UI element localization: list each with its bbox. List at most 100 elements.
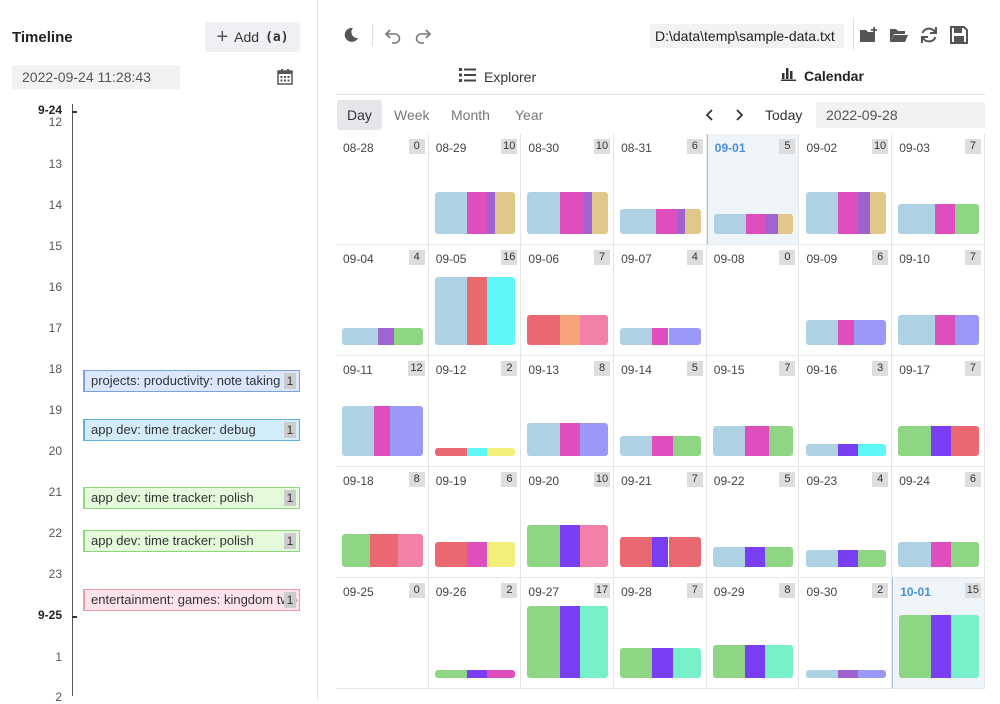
add-button[interactable]: + Add (a) [205, 22, 300, 52]
activity-segment [898, 315, 935, 345]
datetime-input[interactable]: 2022-09-24 11:28:43 [12, 65, 180, 89]
calendar-day-cell[interactable]: 09-29 8 [706, 578, 800, 689]
activity-segment [466, 542, 488, 567]
activity-segment [898, 426, 931, 456]
open-folder-icon[interactable] [888, 24, 910, 46]
day-label: 08-30 [528, 141, 560, 155]
day-label: 09-17 [899, 363, 930, 377]
calendar-day-cell[interactable]: 09-17 7 [892, 356, 985, 467]
calendar-day-cell[interactable]: 09-21 7 [614, 467, 707, 578]
calendar-day-cell[interactable]: 08-29 10 [428, 134, 522, 245]
toolbar-divider [372, 24, 373, 46]
activity-segment [559, 315, 580, 345]
calendar-day-cell[interactable]: 09-16 3 [799, 356, 893, 467]
calendar-day-cell[interactable]: 08-31 6 [614, 134, 707, 245]
calendar-day-cell[interactable]: 09-26 2 [428, 578, 522, 689]
calendar-day-cell[interactable]: 09-23 4 [799, 467, 893, 578]
activity-segment [434, 542, 467, 567]
calendar-day-cell[interactable]: 09-19 6 [428, 467, 522, 578]
calendar-day-cell[interactable]: 09-01 5 [706, 134, 800, 245]
day-label: 09-15 [713, 363, 745, 377]
activity-segment [837, 192, 858, 234]
calendar-day-cell[interactable]: 09-03 7 [892, 134, 985, 245]
calendar-day-cell[interactable]: 09-28 7 [614, 578, 707, 689]
calendar-day-cell[interactable]: 09-18 8 [336, 467, 429, 578]
timeline-event[interactable]: entertainment: games: kingdom two crowns… [83, 589, 300, 611]
hour-label: 19 [48, 403, 62, 417]
calendar-day-cell[interactable]: 09-04 4 [336, 245, 429, 356]
activity-segment [652, 537, 669, 567]
activity-segment [712, 426, 746, 456]
undo-icon[interactable] [382, 24, 404, 46]
calendar-day-cell[interactable]: 08-30 10 [521, 134, 615, 245]
day-label: 09-02 [806, 141, 838, 155]
day-count-badge: 5 [779, 472, 796, 487]
activity-segment [745, 547, 766, 567]
calendar-day-cell[interactable]: 08-28 0 [336, 134, 429, 245]
range-week-button[interactable]: Week [394, 107, 430, 123]
calendar-day-cell[interactable]: 09-24 6 [892, 467, 985, 578]
day-count-badge: 7 [686, 472, 703, 487]
day-label: 09-16 [806, 363, 838, 377]
timeline-event[interactable]: projects: productivity: note taking 1 [83, 370, 300, 392]
day-count-badge: 6 [964, 472, 981, 487]
calendar-day-cell[interactable]: 09-08 0 [706, 245, 800, 356]
activity-segment [656, 209, 677, 234]
day-label: 09-06 [528, 252, 560, 266]
calendar-day-cell[interactable]: 09-06 7 [521, 245, 615, 356]
calendar-day-cell[interactable]: 09-07 4 [614, 245, 707, 356]
timeline-axis[interactable] [72, 104, 73, 696]
calendar-day-cell[interactable]: 09-14 5 [614, 356, 707, 467]
date-input[interactable]: 2022-09-28 [816, 102, 985, 128]
new-folder-icon[interactable] [858, 24, 880, 46]
calendar-day-cell[interactable]: 09-22 5 [706, 467, 800, 578]
refresh-icon[interactable] [918, 24, 940, 46]
calendar-day-cell[interactable]: 09-13 8 [521, 356, 615, 467]
tab-calendar[interactable]: Calendar [781, 67, 864, 84]
prev-chevron-icon[interactable] [700, 104, 720, 126]
calendar-day-cell[interactable]: 09-12 2 [428, 356, 522, 467]
timeline-event[interactable]: app dev: time tracker: debug 1 [83, 419, 300, 441]
hour-label: 9-25 [37, 608, 62, 622]
timeline-event[interactable]: app dev: time tracker: polish 1 [83, 487, 300, 509]
hour-label: 16 [48, 280, 62, 294]
timeline-event[interactable]: app dev: time tracker: polish 1 [83, 530, 300, 552]
day-label: 08-31 [621, 141, 652, 155]
day-tick [72, 111, 77, 113]
calendar-day-cell[interactable]: 09-20 10 [521, 467, 615, 578]
activity-segment [487, 448, 516, 456]
calendar-day-cell[interactable]: 09-02 10 [799, 134, 893, 245]
calendar-day-cell[interactable]: 09-09 6 [799, 245, 893, 356]
calendar-day-cell[interactable]: 09-11 12 [336, 356, 429, 467]
day-count-badge: 8 [408, 472, 425, 487]
redo-icon[interactable] [412, 24, 434, 46]
activity-segment [620, 328, 653, 345]
calendar-day-cell[interactable]: 10-01 15 [892, 578, 985, 689]
calendar-day-cell[interactable]: 09-10 7 [892, 245, 985, 356]
save-icon[interactable] [948, 24, 970, 46]
calendar-day-cell[interactable]: 09-30 2 [799, 578, 893, 689]
calendar-day-cell[interactable]: 09-25 0 [336, 578, 429, 689]
calendar-grid: 08-28 0 08-29 10 08-30 10 08-31 6 09-01 5 09-02 10 0… [336, 134, 985, 689]
calendar-day-cell[interactable]: 09-15 7 [706, 356, 800, 467]
range-month-button[interactable]: Month [451, 107, 490, 123]
activity-bar [805, 550, 887, 567]
add-button-label: Add [234, 29, 260, 45]
activity-segment [342, 328, 379, 345]
day-count-badge: 4 [686, 250, 703, 265]
calendar-icon[interactable] [276, 68, 294, 86]
activity-bar [805, 670, 887, 678]
range-year-button[interactable]: Year [515, 107, 544, 123]
file-path-field[interactable]: D:\data\temp\sample-data.txt [650, 24, 844, 48]
next-chevron-icon[interactable] [729, 104, 749, 126]
range-day-button[interactable]: Day [337, 100, 382, 130]
today-button[interactable]: Today [765, 107, 803, 123]
moon-icon[interactable] [340, 24, 362, 46]
activity-segment [620, 209, 657, 234]
calendar-day-cell[interactable]: 09-27 17 [521, 578, 615, 689]
calendar-day-cell[interactable]: 09-05 16 [428, 245, 522, 356]
day-label: 09-24 [899, 474, 930, 488]
tab-explorer[interactable]: Explorer [459, 67, 536, 86]
activity-segment [390, 406, 423, 456]
day-count-badge: 0 [408, 139, 425, 154]
